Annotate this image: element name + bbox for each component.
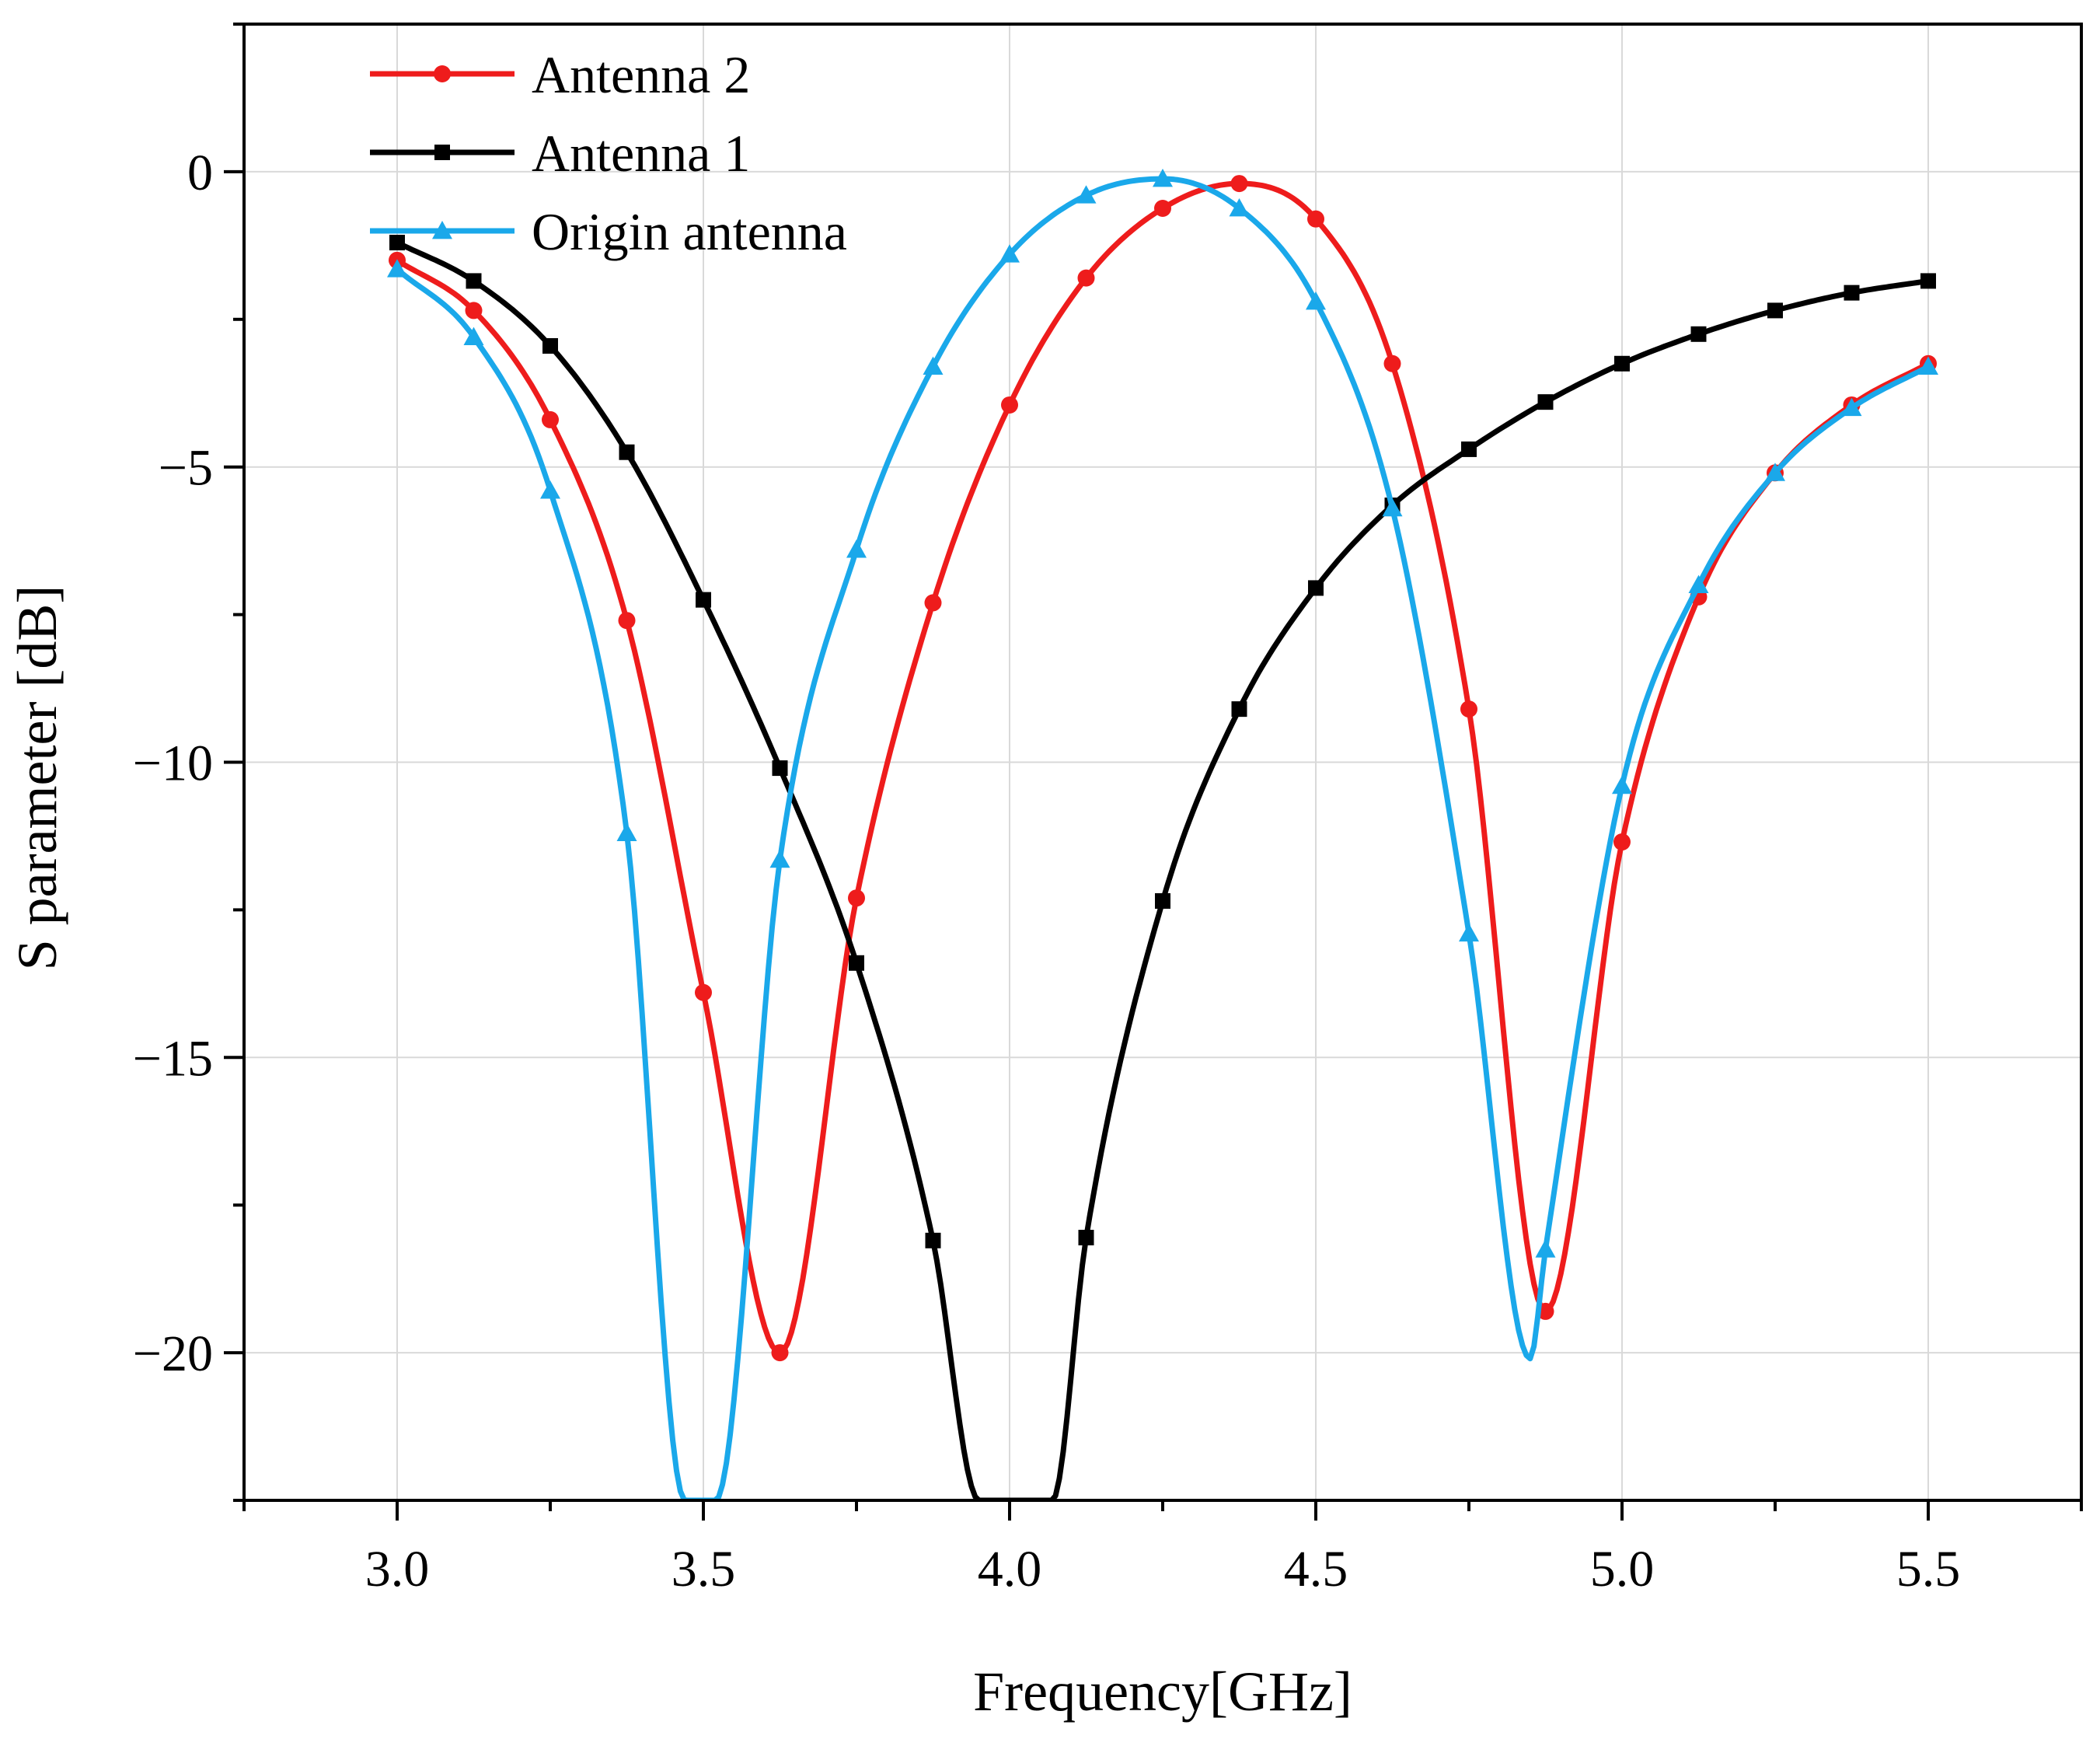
- series-marker: [618, 612, 636, 630]
- legend: Antenna 2 Antenna 1 Origin antenna: [370, 45, 847, 261]
- grid: [244, 24, 2081, 1500]
- series-marker: [695, 983, 712, 1001]
- series-marker: [1306, 292, 1326, 310]
- series-marker: [1844, 285, 1860, 301]
- legend-label: Antenna 2: [532, 45, 750, 104]
- x-tick-label: 4.5: [1284, 1541, 1348, 1598]
- legend-marker: [432, 221, 452, 239]
- legend-item: Origin antenna: [370, 202, 847, 261]
- series-line: [394, 180, 1931, 1356]
- series-marker: [1382, 498, 1403, 517]
- series-marker: [1918, 356, 1938, 375]
- series-marker: [542, 410, 559, 428]
- series-marker: [1154, 199, 1171, 217]
- series-marker: [1078, 1229, 1094, 1245]
- series-antenna-1: [389, 235, 1936, 1500]
- series-marker: [542, 337, 558, 354]
- series-origin-antenna: [387, 169, 1938, 1500]
- y-tick-label: −15: [133, 1030, 213, 1087]
- series-marker: [1307, 210, 1324, 228]
- series-marker: [466, 273, 482, 289]
- series-marker: [1383, 354, 1401, 372]
- series-marker: [463, 326, 484, 345]
- series-marker: [1535, 1239, 1556, 1258]
- series-marker: [1612, 775, 1632, 794]
- series-marker: [1613, 833, 1631, 851]
- legend-item: Antenna 1: [370, 124, 750, 183]
- series-marker: [465, 302, 483, 320]
- series-marker: [616, 822, 637, 842]
- series-marker: [540, 480, 560, 499]
- series-marker: [389, 235, 405, 251]
- y-tick-label: −5: [159, 440, 213, 497]
- legend-label: Antenna 1: [532, 124, 750, 183]
- series-marker: [1767, 302, 1783, 319]
- series-line: [394, 239, 1931, 1500]
- y-tick-label: 0: [187, 145, 213, 201]
- x-tick-label: 5.0: [1590, 1541, 1655, 1598]
- x-tick-label: 5.5: [1896, 1541, 1961, 1598]
- series-marker: [1920, 273, 1936, 289]
- series-marker: [1537, 394, 1554, 410]
- legend-marker: [434, 65, 451, 82]
- series-marker: [1765, 463, 1785, 481]
- series-marker: [846, 540, 867, 558]
- axis-ticks: 3.0 3.5 4.0 4.5 5.0 5.5 0 −5 −10 −15 −20: [133, 23, 2083, 1598]
- series-marker: [1230, 175, 1248, 193]
- series-marker: [619, 444, 635, 460]
- series-marker: [1231, 701, 1247, 718]
- series-marker: [1076, 185, 1097, 204]
- series-marker: [999, 244, 1020, 263]
- legend-label: Origin antenna: [532, 202, 847, 261]
- x-tick-label: 3.5: [672, 1541, 736, 1598]
- series-marker: [1460, 700, 1477, 718]
- legend-marker: [434, 145, 450, 160]
- series-marker: [1459, 923, 1479, 942]
- series-marker: [849, 955, 864, 971]
- x-axis-title: Frequency[GHz]: [973, 1660, 1352, 1723]
- series-marker: [1688, 574, 1709, 594]
- series-marker: [1001, 396, 1018, 414]
- series-marker: [1077, 269, 1095, 287]
- x-tick-label: 4.0: [978, 1541, 1042, 1598]
- series-marker: [1153, 169, 1173, 187]
- x-tick-label: 3.0: [365, 1541, 430, 1598]
- series-marker: [769, 849, 790, 868]
- plot-series: [387, 169, 1938, 1500]
- legend-item: Antenna 2: [370, 45, 750, 104]
- series-marker: [925, 1232, 941, 1248]
- series-marker: [1690, 326, 1707, 342]
- y-tick-label: −20: [133, 1325, 213, 1382]
- series-marker: [1308, 580, 1324, 596]
- series-marker: [848, 889, 865, 907]
- series-marker: [1461, 441, 1477, 457]
- series-antenna-2: [389, 175, 1937, 1362]
- series-marker: [696, 592, 711, 608]
- y-tick-label: −10: [133, 735, 213, 792]
- series-marker: [772, 760, 788, 777]
- y-axis-title: S parameter [dB]: [6, 585, 68, 971]
- series-marker: [923, 356, 944, 375]
- series-marker: [1229, 197, 1250, 217]
- series-marker: [387, 259, 407, 278]
- series-marker: [1614, 355, 1630, 372]
- series-marker: [1841, 397, 1862, 417]
- series-marker: [924, 594, 942, 612]
- series-marker: [771, 1344, 789, 1362]
- series-marker: [1155, 893, 1170, 910]
